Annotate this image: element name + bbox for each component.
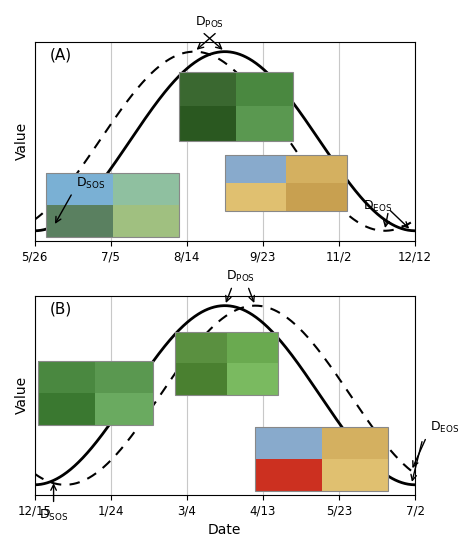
Text: D$_\mathrm{POS}$: D$_\mathrm{POS}$: [195, 15, 224, 30]
Text: D$_\mathrm{EOS}$: D$_\mathrm{EOS}$: [363, 199, 392, 214]
Bar: [179, 72, 236, 107]
Bar: [38, 362, 153, 425]
Bar: [38, 362, 95, 393]
Bar: [175, 332, 278, 395]
Text: D$_\mathrm{SOS}$: D$_\mathrm{SOS}$: [39, 508, 68, 523]
Bar: [236, 72, 293, 107]
Bar: [255, 459, 322, 491]
Bar: [179, 107, 236, 141]
Bar: [255, 427, 388, 491]
Bar: [255, 427, 322, 459]
Bar: [175, 332, 227, 363]
Text: (B): (B): [50, 301, 72, 317]
Bar: [322, 427, 388, 459]
Bar: [46, 173, 112, 205]
Bar: [236, 107, 293, 141]
Bar: [95, 362, 153, 393]
Bar: [286, 155, 346, 183]
X-axis label: Date: Date: [208, 523, 241, 537]
Bar: [322, 459, 388, 491]
Bar: [38, 393, 95, 425]
Bar: [46, 205, 112, 237]
Bar: [225, 155, 346, 211]
Bar: [227, 363, 278, 395]
Bar: [112, 173, 179, 205]
Bar: [175, 363, 227, 395]
Text: D$_\mathrm{POS}$: D$_\mathrm{POS}$: [226, 269, 255, 284]
Bar: [225, 155, 286, 183]
Text: D$_\mathrm{SOS}$: D$_\mathrm{SOS}$: [76, 176, 106, 190]
Text: (A): (A): [50, 47, 72, 63]
Y-axis label: Value: Value: [15, 376, 29, 414]
Bar: [179, 72, 293, 141]
Bar: [286, 183, 346, 211]
Bar: [46, 173, 179, 237]
Bar: [95, 393, 153, 425]
Bar: [227, 332, 278, 363]
Bar: [225, 183, 286, 211]
Y-axis label: Value: Value: [15, 122, 29, 160]
Text: D$_\mathrm{EOS}$: D$_\mathrm{EOS}$: [430, 420, 459, 435]
Bar: [112, 205, 179, 237]
